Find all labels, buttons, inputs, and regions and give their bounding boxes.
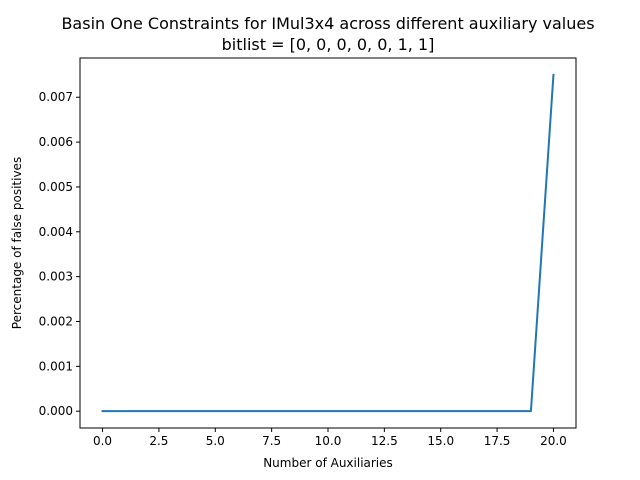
- y-axis-label: Percentage of false positives: [10, 157, 24, 329]
- y-tick-label: 0.002: [39, 314, 73, 328]
- x-tick-label: 17.5: [484, 434, 511, 448]
- chart-title: Basin One Constraints for IMul3x4 across…: [61, 14, 594, 33]
- series-line-0: [101, 73, 555, 413]
- x-tick-label: 15.0: [427, 434, 454, 448]
- x-axis-label: Number of Auxiliaries: [263, 456, 393, 470]
- y-tick-label: 0.006: [39, 135, 73, 149]
- y-tick-label: 0.003: [39, 270, 73, 284]
- y-tick-label: 0.007: [39, 90, 73, 104]
- x-tick-label: 20.0: [540, 434, 567, 448]
- x-tick-label: 7.5: [262, 434, 281, 448]
- series-layer: [101, 73, 555, 413]
- x-tick-label: 2.5: [149, 434, 168, 448]
- y-tick-label: 0.001: [39, 359, 73, 373]
- chart-subtitle: bitlist = [0, 0, 0, 0, 0, 1, 1]: [222, 35, 435, 54]
- x-axis: 0.0 2.5 5.0 7.5 10.0 12.5 15.0 17.5 20.0: [93, 428, 567, 448]
- y-tick-label: 0.000: [39, 404, 73, 418]
- y-axis: 0.000 0.001 0.002 0.003 0.004 0.005 0.006 0.007: [39, 90, 80, 418]
- x-tick-label: 0.0: [93, 434, 112, 448]
- y-tick-label: 0.005: [39, 180, 73, 194]
- x-tick-label: 12.5: [371, 434, 398, 448]
- y-tick-label: 0.004: [39, 225, 73, 239]
- x-tick-label: 5.0: [206, 434, 225, 448]
- x-tick-label: 10.0: [315, 434, 342, 448]
